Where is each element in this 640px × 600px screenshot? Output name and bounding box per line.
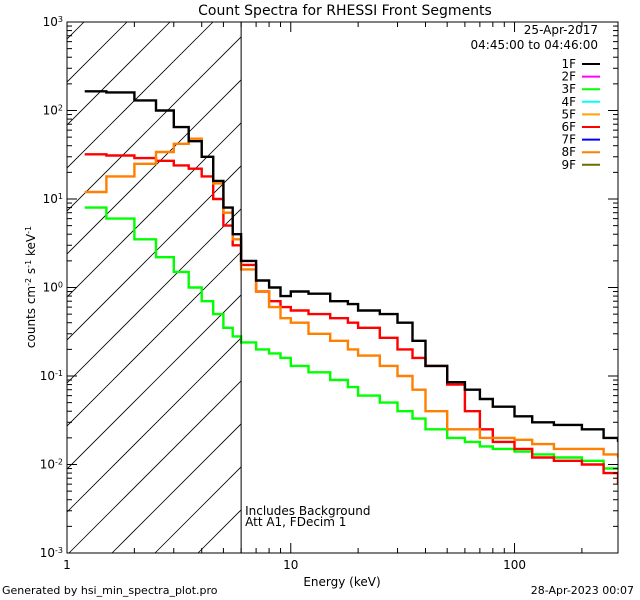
legend: 25-Apr-2017 04:45:00 to 04:46:00 1F2F3F4… <box>471 23 600 172</box>
series-line-1f <box>84 90 618 442</box>
hatch-line <box>67 36 242 212</box>
series-layer <box>84 90 618 485</box>
hatch-line <box>68 380 242 553</box>
plot-frame <box>66 21 619 554</box>
x-tick-label: 1 <box>63 558 71 572</box>
x-tick-label: 100 <box>503 558 526 572</box>
x-tick-label: 10 <box>283 558 298 572</box>
y-tick-label: 103 <box>43 15 63 30</box>
legend-label: 2F <box>561 70 576 84</box>
hatch-line <box>240 552 242 553</box>
legend-label: 3F <box>561 82 576 96</box>
hatch-line <box>67 251 242 427</box>
hatch-line <box>67 22 128 83</box>
legend-label: 8F <box>561 145 576 159</box>
footer-generated-by: Generated by hsi_min_spectra_plot.pro <box>2 584 218 597</box>
hatch-line <box>67 337 242 513</box>
hatch-line <box>628 22 640 553</box>
legend-time-range: 04:45:00 to 04:46:00 <box>471 38 598 52</box>
series-line-3f <box>84 206 618 470</box>
y-tick-label: 10-3 <box>40 546 63 561</box>
y-tick-label: 102 <box>43 103 63 118</box>
footer-timestamp: 28-Apr-2023 00:07 <box>530 584 634 597</box>
series-line-8f <box>84 137 618 458</box>
legend-label: 9F <box>561 158 576 172</box>
y-tick-label: 100 <box>43 280 63 295</box>
axes: 1 10 100 10-3 10-2 10-1 100 101 102 103 <box>40 15 618 572</box>
y-tick-label: 10-2 <box>40 457 63 472</box>
y-tick-label: 10-1 <box>40 369 63 384</box>
legend-label: 5F <box>561 107 576 121</box>
hatch-line <box>111 423 242 553</box>
series-line-6f <box>84 153 618 485</box>
x-axis-label: Energy (keV) <box>303 575 380 589</box>
legend-label: 1F <box>561 57 576 71</box>
hatched-region <box>67 22 640 553</box>
legend-date: 25-Apr-2017 <box>524 23 598 37</box>
hatch-line <box>67 22 214 169</box>
annotation-text: Includes Background <box>245 504 370 518</box>
hatch-line <box>67 22 171 126</box>
hatch-line <box>67 79 242 255</box>
hatch-line <box>67 165 242 341</box>
hatch-line <box>67 208 242 384</box>
annotation-text: Att A1, FDecim 1 <box>245 515 346 529</box>
legend-label: 7F <box>561 133 576 147</box>
legend-label: 4F <box>561 95 576 109</box>
legend-label: 6F <box>561 120 576 134</box>
y-axis-label: counts cm-2 s-1 keV-1 <box>24 226 39 348</box>
y-tick-label: 101 <box>43 192 63 207</box>
chart-title: Count Spectra for RHESSI Front Segments <box>198 3 492 19</box>
